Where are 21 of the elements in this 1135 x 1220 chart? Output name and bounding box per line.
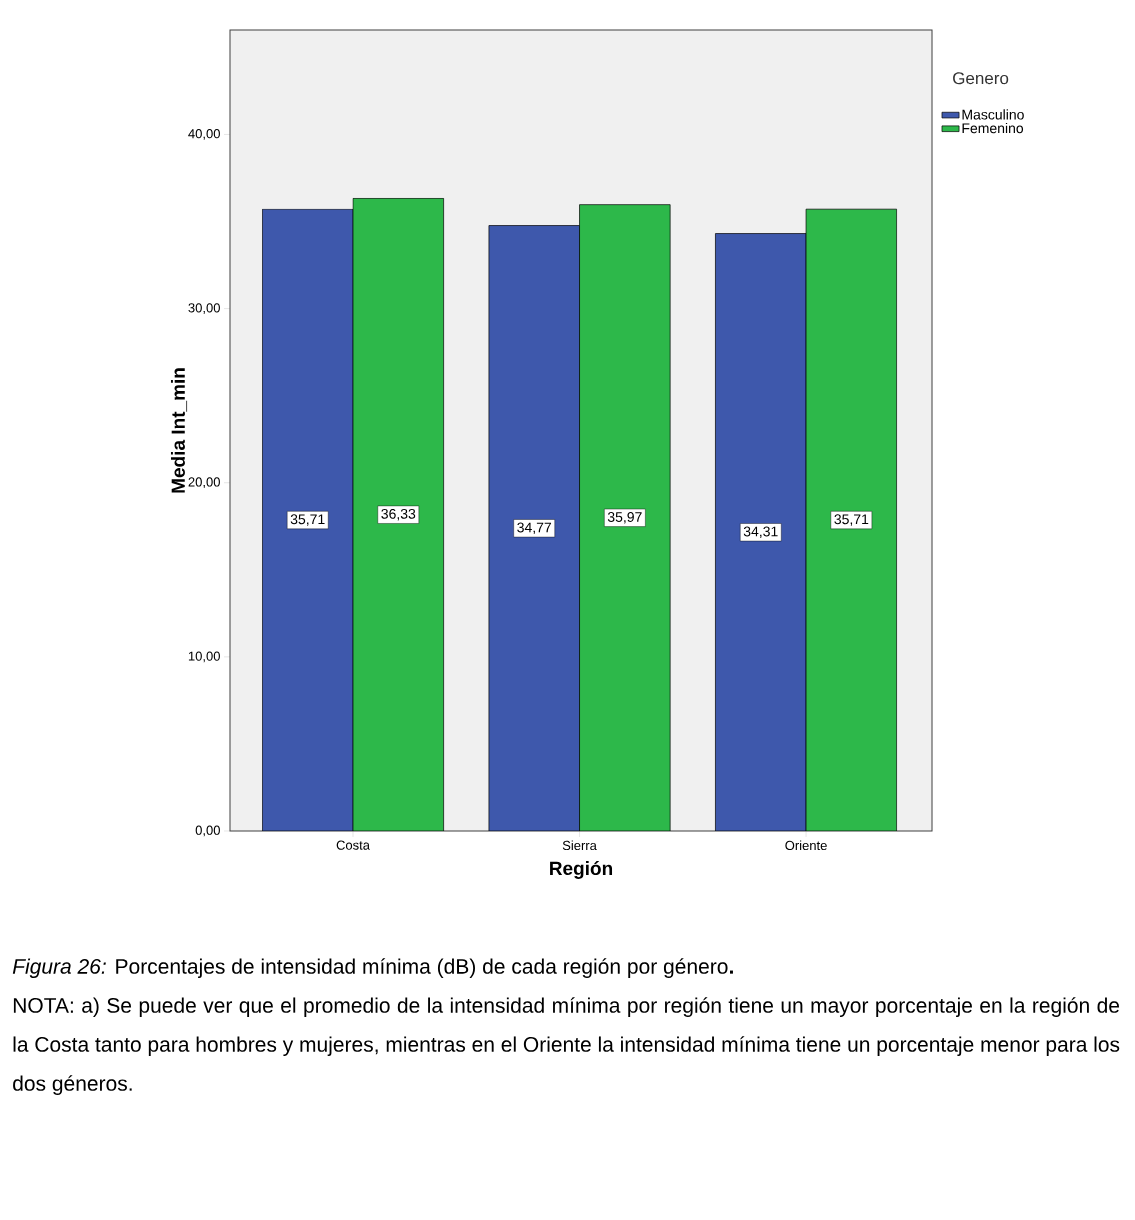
text: NOTA: a) Se puede ver que el promedio de la intensidad mínima por región tiene un mayor porcentaje en la región de la Costa tanto para hombres y mujeres, mientras en el Oriente la intensidad mínima tiene un porcentaje menor para los dos géneros.	[13, 997, 1120, 1096]
y-axis-title: Media Int_min	[170, 368, 188, 493]
y-tick-label: 0,00	[195, 825, 220, 837]
y-tick-label: 30,00	[188, 303, 220, 314]
data-label: 35,71	[834, 514, 869, 526]
data-label: 36,33	[381, 508, 416, 521]
legend-label: Femenino	[962, 122, 1024, 134]
data-label: 35,97	[607, 512, 642, 524]
legend-label: Masculino	[962, 109, 1024, 120]
x-tick-label: Oriente	[785, 840, 827, 851]
data-label: 34,77	[517, 522, 552, 535]
data-label: 34,31	[743, 526, 778, 539]
data-label: 35,71	[290, 514, 325, 526]
y-tick-label: 10,00	[188, 651, 220, 663]
text: Figura 26: Porcentajes de intensidad mínima (dB) de cada región por género.	[12, 958, 733, 979]
y-tick-label: 40,00	[188, 129, 220, 140]
legend-title: Genero	[953, 72, 1009, 85]
x-tick-label: Sierra	[562, 840, 597, 851]
x-tick-label: Costa	[336, 840, 370, 850]
x-axis-title: Región	[550, 860, 613, 879]
y-tick-label: 20,00	[188, 477, 220, 489]
